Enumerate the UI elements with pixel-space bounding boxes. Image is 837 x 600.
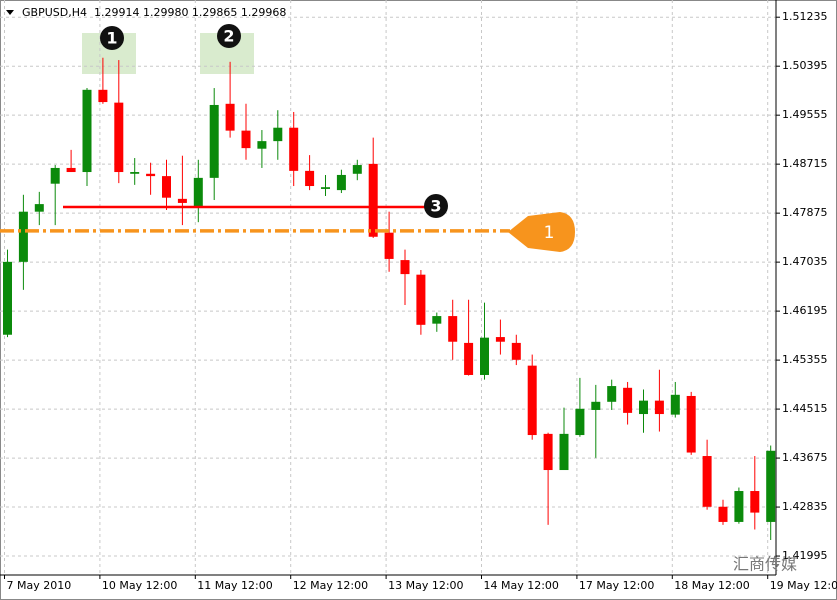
x-tick-label: 11 May 12:00 bbox=[197, 579, 272, 592]
candle-body bbox=[416, 274, 426, 325]
candle-body bbox=[670, 394, 680, 415]
candle-body bbox=[575, 408, 585, 436]
candle-body bbox=[448, 316, 458, 342]
candle-body bbox=[98, 89, 108, 103]
y-tick-label: 1.45355 bbox=[782, 353, 828, 366]
candle-body bbox=[3, 261, 12, 335]
candle-body bbox=[209, 104, 219, 178]
candle-body bbox=[289, 127, 299, 171]
candle-body bbox=[50, 167, 60, 184]
candle-body bbox=[734, 491, 744, 522]
x-tick-label: 13 May 12:00 bbox=[388, 579, 463, 592]
y-tick-label: 1.48715 bbox=[782, 157, 828, 170]
y-tick-label: 1.47035 bbox=[782, 255, 828, 268]
y-tick-label: 1.46195 bbox=[782, 304, 828, 317]
candle-body bbox=[146, 173, 156, 177]
candle-body bbox=[321, 187, 330, 189]
candle-body bbox=[623, 387, 633, 413]
annotation: 1 bbox=[106, 29, 117, 48]
y-tick-label: 1.47875 bbox=[782, 206, 828, 219]
watermark: 汇商传媒 bbox=[733, 555, 797, 574]
candles bbox=[3, 57, 776, 541]
candle-body bbox=[464, 342, 474, 375]
candle-body bbox=[384, 232, 394, 259]
candle-body bbox=[607, 386, 617, 402]
candle-body bbox=[368, 163, 378, 237]
candle-body bbox=[480, 337, 489, 375]
candle-body bbox=[225, 103, 235, 131]
candle-body bbox=[654, 400, 664, 415]
callout-label: 1 bbox=[544, 223, 555, 243]
candle-body bbox=[352, 165, 362, 174]
candle-body bbox=[639, 400, 648, 415]
candle-body bbox=[432, 316, 442, 324]
annotation: 2 bbox=[223, 27, 234, 46]
y-tick-label: 1.51235 bbox=[782, 10, 828, 23]
candle-body bbox=[114, 102, 124, 173]
candle-body bbox=[559, 433, 569, 471]
candle-body bbox=[686, 395, 696, 453]
candle-body bbox=[66, 167, 76, 173]
callout bbox=[508, 212, 575, 252]
menu-arrow bbox=[6, 10, 14, 15]
x-tick-label: 12 May 12:00 bbox=[293, 579, 368, 592]
candle-body bbox=[273, 127, 283, 142]
y-tick-label: 1.49555 bbox=[782, 108, 828, 121]
candle-body bbox=[511, 342, 521, 360]
y-tick-label: 1.44515 bbox=[782, 402, 828, 415]
candle-body bbox=[591, 401, 601, 410]
candle-body bbox=[241, 130, 251, 149]
axes: 1.51235 1.50395 1.49555 1.48715 1.47875 1.470… bbox=[4, 10, 837, 592]
x-tick-label: 17 May 12:00 bbox=[579, 579, 654, 592]
y-tick-label: 1.42835 bbox=[782, 500, 828, 513]
candle-body bbox=[257, 141, 267, 149]
chart-header: GBPUSD,H4 1.29914 1.29980 1.29865 1.2996… bbox=[22, 6, 286, 19]
candle-body bbox=[750, 491, 760, 513]
candle-body bbox=[718, 506, 728, 522]
x-tick-label: 19 May 12:00 bbox=[770, 579, 837, 592]
candle-body bbox=[543, 433, 553, 471]
candle-body bbox=[702, 456, 712, 507]
y-tick-label: 1.50395 bbox=[782, 59, 828, 72]
marker bbox=[217, 24, 241, 48]
x-tick-label: 18 May 12:00 bbox=[674, 579, 749, 592]
candle-body bbox=[766, 450, 776, 522]
levels bbox=[0, 205, 510, 233]
candle-body bbox=[193, 177, 203, 208]
x-tick-label: 10 May 12:00 bbox=[102, 579, 177, 592]
candle-body bbox=[305, 170, 315, 187]
candle-body bbox=[495, 337, 505, 342]
y-tick-label: 1.43675 bbox=[782, 451, 828, 464]
marker bbox=[424, 194, 448, 218]
candle-body bbox=[18, 211, 28, 262]
candle-body bbox=[527, 365, 537, 436]
candle-body bbox=[162, 176, 171, 198]
annotation: 3 bbox=[430, 197, 441, 216]
candle-body bbox=[177, 198, 187, 203]
marker bbox=[100, 26, 124, 50]
y-tick-label: 1.41995 bbox=[782, 549, 828, 562]
candle-body bbox=[34, 204, 44, 212]
x-tick-label: 14 May 12:00 bbox=[484, 579, 559, 592]
x-tick-label: 7 May 2010 bbox=[7, 579, 72, 592]
candle-body bbox=[336, 174, 346, 191]
candle-body bbox=[130, 172, 140, 174]
candle-body bbox=[82, 89, 92, 173]
candle-body bbox=[400, 260, 410, 275]
